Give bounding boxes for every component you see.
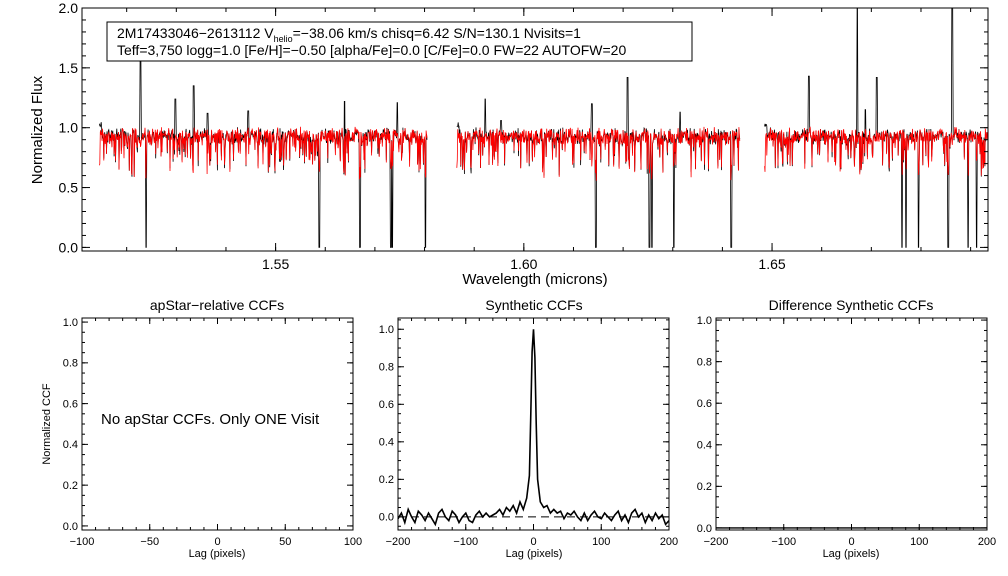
synthetic-ccf-line bbox=[397, 329, 670, 527]
apstar-ccf-annotation: No apStar CCFs. Only ONE Visit bbox=[101, 411, 320, 428]
spectrum-ytick-label: 0.0 bbox=[59, 239, 79, 255]
difference-ccf-xtick-label: 100 bbox=[910, 536, 928, 548]
apstar-ccf-ticks: −100 −50 0 50 100 0.0 0.2 0.4 0.6 0.8 1.0 bbox=[63, 317, 362, 548]
difference-ccf-xtick-label: −100 bbox=[771, 536, 796, 548]
apstar-ccf-ytick-label: 0.0 bbox=[63, 521, 78, 533]
spectrum-ytick-label: 1.5 bbox=[59, 60, 79, 76]
apstar-ccf-ytick-label: 0.2 bbox=[63, 480, 78, 492]
synthetic-ccf-axes-frame bbox=[397, 317, 670, 531]
spectrum-xtick-label: 1.60 bbox=[510, 256, 537, 272]
synthetic-ccf-ytick-label: 0.4 bbox=[379, 437, 394, 449]
spectrum-xtick-label: 1.65 bbox=[758, 256, 785, 272]
synthetic-ccf-ytick-label: 0.8 bbox=[379, 362, 394, 374]
spectrum-xlabel: Wavelength (microns) bbox=[462, 271, 607, 288]
difference-ccf-ytick-label: 0.2 bbox=[697, 481, 712, 493]
difference-ccf-xtick-label: 200 bbox=[978, 536, 996, 548]
synthetic-ccf-xtick-label: 100 bbox=[592, 536, 610, 548]
apstar-ccf-ytick-label: 0.6 bbox=[63, 398, 78, 410]
synthetic-ccf-xtick-label: −100 bbox=[453, 536, 478, 548]
spectrum-ticks: 1.55 1.60 1.65 0.0 0.5 1.0 1.5 2.0 bbox=[59, 0, 988, 272]
difference-ccf-ticks: −200 −100 0 100 200 0.0 0.2 0.4 0.6 0.8 1.0 bbox=[697, 315, 996, 548]
synthetic-ccf-panel: Synthetic CCFs −200 −100 0 100 200 0.0 0.2 0.4 0… bbox=[379, 297, 678, 560]
spectrum-ytick-label: 1.0 bbox=[59, 120, 79, 136]
difference-ccf-ytick-label: 1.0 bbox=[697, 315, 712, 327]
spectrum-panel: 1.55 1.60 1.65 0.0 0.5 1.0 1.5 2.0 Normalized F… bbox=[29, 0, 989, 288]
apstar-ccf-title: apStar−relative CCFs bbox=[150, 297, 284, 313]
apstar-ccf-panel: apStar−relative CCFs −100 −50 0 50 100 0.0 0.2… bbox=[41, 297, 362, 560]
synthetic-ccf-ytick-label: 1.0 bbox=[379, 324, 394, 336]
difference-ccf-panel: Difference Synthetic CCFs −200 −100 0 100 20… bbox=[697, 297, 996, 560]
synthetic-ccf-ytick-label: 0.0 bbox=[379, 512, 394, 524]
synthetic-ccf-title: Synthetic CCFs bbox=[485, 297, 582, 313]
synthetic-ccf-ytick-label: 0.2 bbox=[379, 474, 394, 486]
difference-ccf-xtick-label: 0 bbox=[848, 536, 854, 548]
spectrum-info-box bbox=[106, 21, 693, 62]
apstar-ccf-xlabel: Lag (pixels) bbox=[189, 548, 246, 560]
spectrum-axes-frame bbox=[81, 7, 989, 252]
apstar-ccf-ytick-label: 1.0 bbox=[63, 317, 78, 329]
spectrum-info-line2: Teff=3,750 logg=1.0 [Fe/H]=−0.50 [alpha/… bbox=[117, 42, 626, 58]
difference-ccf-xlabel: Lag (pixels) bbox=[823, 548, 880, 560]
spectrum-ytick-label: 0.5 bbox=[59, 179, 79, 195]
apstar-ccf-ylabel: Normalized CCF bbox=[41, 383, 53, 465]
difference-ccf-xtick-label: −200 bbox=[704, 536, 729, 548]
spectrum-observed-chip-2 bbox=[456, 77, 741, 248]
spectrum-info-line1: 2M17433046−2613112 Vhelio=−38.06 km/s ch… bbox=[117, 25, 581, 44]
difference-ccf-ytick-label: 0.8 bbox=[697, 356, 712, 368]
apstar-ccf-ytick-label: 0.8 bbox=[63, 358, 78, 370]
spectrum-plot-area bbox=[99, 7, 989, 248]
apstar-ccf-xtick-label: 100 bbox=[344, 536, 362, 548]
apstar-ccf-xtick-label: −100 bbox=[70, 536, 95, 548]
synthetic-ccf-xtick-label: −200 bbox=[386, 536, 411, 548]
synthetic-ccf-xlabel: Lag (pixels) bbox=[506, 548, 563, 560]
spectrum-xtick-label: 1.55 bbox=[262, 256, 289, 272]
synthetic-ccf-plot-area bbox=[397, 329, 670, 527]
spectrum-ytick-label: 2.0 bbox=[59, 0, 79, 16]
spectrum-ylabel: Normalized Flux bbox=[29, 75, 46, 184]
synthetic-ccf-ticks: −200 −100 0 100 200 0.0 0.2 0.4 0.6 0.8 1.0 bbox=[379, 318, 678, 548]
apstar-ccf-xtick-label: −50 bbox=[140, 536, 159, 548]
spectrum-model-chip-3 bbox=[764, 126, 989, 176]
synthetic-ccf-xtick-label: 200 bbox=[660, 536, 678, 548]
apstar-ccf-ytick-label: 0.4 bbox=[63, 439, 78, 451]
difference-ccf-ytick-label: 0.0 bbox=[697, 523, 712, 535]
spectrum-model-chip-1 bbox=[99, 126, 428, 180]
difference-ccf-ytick-label: 0.6 bbox=[697, 398, 712, 410]
apstar-ccf-xtick-label: 50 bbox=[279, 536, 291, 548]
difference-ccf-axes-frame bbox=[715, 317, 988, 531]
apstar-ccf-xtick-label: 0 bbox=[214, 536, 220, 548]
synthetic-ccf-ytick-label: 0.6 bbox=[379, 399, 394, 411]
difference-ccf-title: Difference Synthetic CCFs bbox=[769, 297, 934, 313]
synthetic-ccf-xtick-label: 0 bbox=[530, 536, 536, 548]
spectrum-model-chip-2 bbox=[456, 126, 741, 181]
difference-ccf-ytick-label: 0.4 bbox=[697, 440, 712, 452]
